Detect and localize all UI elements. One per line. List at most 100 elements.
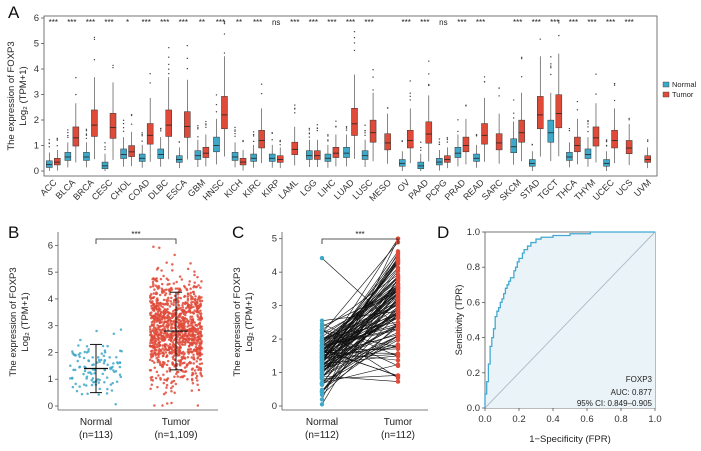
panel-a-sig-label: ** xyxy=(199,18,205,27)
normal-box xyxy=(306,150,313,160)
legend-normal-label: Normal xyxy=(672,80,697,89)
panel-b-tumor-point xyxy=(199,338,202,341)
panel-b-tumor-point xyxy=(198,353,202,356)
normal-box xyxy=(157,148,164,159)
panel-c-pair-line xyxy=(321,275,399,353)
tumor-outlier xyxy=(294,108,296,110)
panel-b-tumor-point xyxy=(160,269,163,272)
panel-b-tumor-point xyxy=(193,273,196,277)
panel-b-tumor-point xyxy=(171,315,175,319)
panel-b-normal-point xyxy=(110,389,114,392)
tumor-outlier xyxy=(483,76,486,78)
panel-b-tumor-point xyxy=(171,269,174,272)
panel-b-tumor-point xyxy=(188,337,191,340)
panel-b-tumor-point xyxy=(182,350,185,354)
normal-outlier xyxy=(215,111,218,113)
panel-a-sig-label: *** xyxy=(587,18,596,27)
normal-outlier xyxy=(67,136,69,139)
panel-c-ytick-label: 2 xyxy=(272,334,277,345)
tumor-outlier xyxy=(558,22,560,24)
panel-b-normal-point xyxy=(87,350,90,353)
panel-b-tumor-point xyxy=(170,286,173,290)
panel-b-normal-point xyxy=(75,389,79,393)
panel-c-tumor-point xyxy=(395,374,401,379)
panel-a-category-label: SKCM xyxy=(498,177,523,202)
panel-b-tumor-point xyxy=(178,343,181,346)
normal-outlier xyxy=(457,119,459,121)
panel-b-tumor-point xyxy=(189,287,192,291)
panel-b-tumor-point xyxy=(163,327,167,331)
panel-c-ytick-label: 1 xyxy=(272,368,277,379)
panel-c-ytick-label: 5 xyxy=(272,234,277,245)
panel-b-tumor-point xyxy=(188,345,191,348)
normal-outlier xyxy=(141,135,143,137)
panel-b-tumor-point xyxy=(198,322,201,326)
panel-c-pair-line xyxy=(321,261,399,363)
panel-b-tumor-point xyxy=(151,338,154,341)
panel-b-normal-point xyxy=(80,392,84,396)
panel-b-normal-point xyxy=(87,348,90,351)
panel-b-tumor-point xyxy=(189,306,192,310)
panel-c-pair-line xyxy=(321,328,399,347)
panel-b-tumor-point xyxy=(170,325,173,329)
panel-b-tumor-point xyxy=(168,292,172,296)
normal-box xyxy=(231,152,239,161)
panel-c-pair-line xyxy=(321,329,399,379)
tumor-box xyxy=(239,158,247,166)
panel-b-tumor-point xyxy=(176,370,180,374)
panel-b-tumor-point xyxy=(183,284,186,288)
panel-b-tumor-point xyxy=(171,355,175,359)
tumor-outlier xyxy=(242,139,244,142)
panel-a-sig-label: *** xyxy=(420,18,429,27)
panel-b-normal-point xyxy=(109,383,113,386)
panel-c-tumor-point xyxy=(395,259,401,264)
panel-b-tumor-point xyxy=(162,373,165,377)
panel-c-pair-line xyxy=(321,242,399,334)
panel-b-tumor-point xyxy=(158,333,161,337)
normal-box xyxy=(566,152,573,161)
panel-b-tumor-point xyxy=(188,280,191,283)
normal-outlier xyxy=(178,141,181,143)
panel-b-normal-point xyxy=(91,377,95,380)
panel-a-sig-label: *** xyxy=(532,18,541,27)
panel-b-tumor-n: (n=1,109) xyxy=(154,430,197,441)
tumor-box xyxy=(644,155,651,163)
panel-c-pair-line xyxy=(321,287,399,375)
panel-b-tumor-point xyxy=(159,310,163,314)
panel-b-tumor-point xyxy=(182,324,185,328)
panel-b-tumor-point xyxy=(156,312,160,316)
panel-b-tumor-point xyxy=(170,331,173,335)
panel-a-legend: Normal Tumor xyxy=(662,80,697,99)
normal-outlier xyxy=(568,127,571,130)
legend-tumor-swatch xyxy=(662,91,670,98)
panel-b-tumor-point xyxy=(181,343,185,346)
panel-b-tumor-point xyxy=(171,335,174,338)
roc-annotation-label: FOXP3 xyxy=(626,375,653,384)
panel-b-tumor-point xyxy=(179,322,183,325)
panel-b-tumor-point xyxy=(180,308,183,312)
panel-b-tumor-point xyxy=(153,278,156,281)
panel-b-tumor-point xyxy=(155,302,159,305)
panel-c-ylabel-2: Log₂ (TPM+1) xyxy=(244,292,255,351)
panel-c-paired: The expression of FOXP3 Log₂ (TPM+1) 0 1 2… xyxy=(232,230,428,441)
panel-b-tumor-point xyxy=(183,319,186,323)
panel-d-xlabel: 1−Specificity (FPR) xyxy=(529,434,611,445)
panel-b-tumor-point xyxy=(159,330,162,334)
tumor-outlier xyxy=(93,36,96,39)
panel-b-tumor-point xyxy=(155,316,158,319)
panel-c-pair-line xyxy=(321,375,399,382)
normal-outlier xyxy=(67,129,69,131)
panel-b-normal-point xyxy=(92,363,96,366)
panel-b-ytick-label: 6 xyxy=(48,240,53,251)
panel-b-tumor-point xyxy=(189,324,192,327)
normal-box xyxy=(361,150,369,160)
tumor-outlier xyxy=(539,38,541,40)
panel-c-pair-line xyxy=(321,238,399,400)
panel-b-tumor-point xyxy=(180,324,184,328)
panel-b-tumor-point xyxy=(170,296,173,300)
panel-b-tumor-point xyxy=(168,343,172,346)
panel-b-tumor-point xyxy=(153,288,156,291)
normal-box xyxy=(194,150,202,160)
panel-b-tumor-point xyxy=(157,284,160,288)
